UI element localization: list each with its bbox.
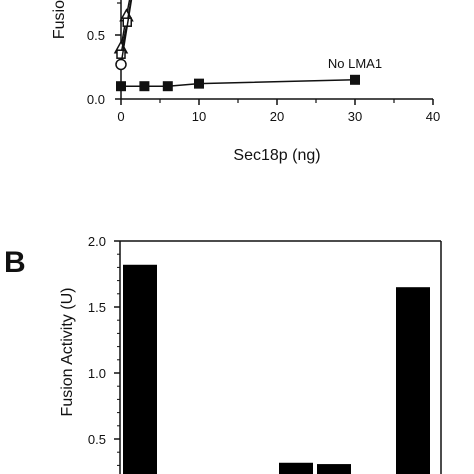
data-point bbox=[350, 74, 360, 85]
series-a bbox=[113, 0, 360, 92]
panel-letter-b: B bbox=[4, 246, 26, 279]
y-tick-label-b: 1.0 bbox=[88, 366, 106, 381]
bar-1 bbox=[123, 264, 157, 474]
ticks-b bbox=[114, 240, 120, 466]
tick-labels-a: 0 10 20 30 40 0.0 0.5 bbox=[87, 28, 440, 124]
scatter-chart-a: 0 10 20 30 40 0.0 0.5 Sec18p (ng) Fusio No LMA… bbox=[51, 0, 440, 164]
y-axis-title-b: Fusion Activity (U) bbox=[59, 288, 76, 417]
data-point bbox=[115, 58, 127, 71]
data-point bbox=[139, 81, 150, 92]
y-tick-label-a: 0.5 bbox=[87, 28, 105, 43]
series-line bbox=[121, 79, 356, 87]
series-filled-square bbox=[116, 74, 360, 92]
bar-chart-b: B 0.5 1.0 1.5 2.0 Fusion Activity (U) bbox=[4, 234, 442, 474]
x-tick-label-a: 10 bbox=[192, 109, 206, 124]
y-axis-title-a: Fusio bbox=[51, 0, 68, 39]
x-axis-title-a: Sec18p (ng) bbox=[233, 147, 320, 164]
data-point bbox=[116, 81, 126, 92]
y-tick-label-a: 0.0 bbox=[87, 92, 105, 107]
x-tick-label-a: 0 bbox=[117, 109, 124, 124]
y-tick-label-b: 0.5 bbox=[88, 432, 106, 447]
x-tick-label-a: 40 bbox=[426, 109, 440, 124]
bar-5 bbox=[396, 287, 430, 474]
y-tick-label-b: 2.0 bbox=[88, 234, 106, 249]
bar-3 bbox=[279, 462, 313, 474]
bars-b bbox=[123, 264, 430, 474]
y-tick-label-b: 1.5 bbox=[88, 300, 106, 315]
x-tick-label-a: 20 bbox=[270, 109, 284, 124]
data-point bbox=[162, 81, 173, 92]
series-line bbox=[120, 0, 133, 65]
tick-labels-b: 0.5 1.0 1.5 2.0 bbox=[88, 234, 106, 447]
x-tick-label-a: 30 bbox=[348, 109, 362, 124]
data-point bbox=[194, 78, 204, 89]
bar-4 bbox=[317, 464, 351, 474]
ticks-a bbox=[115, 2, 434, 105]
data-point bbox=[116, 49, 126, 59]
series-open-circle bbox=[115, 0, 133, 71]
annotation-no-lma1: No LMA1 bbox=[328, 56, 382, 71]
